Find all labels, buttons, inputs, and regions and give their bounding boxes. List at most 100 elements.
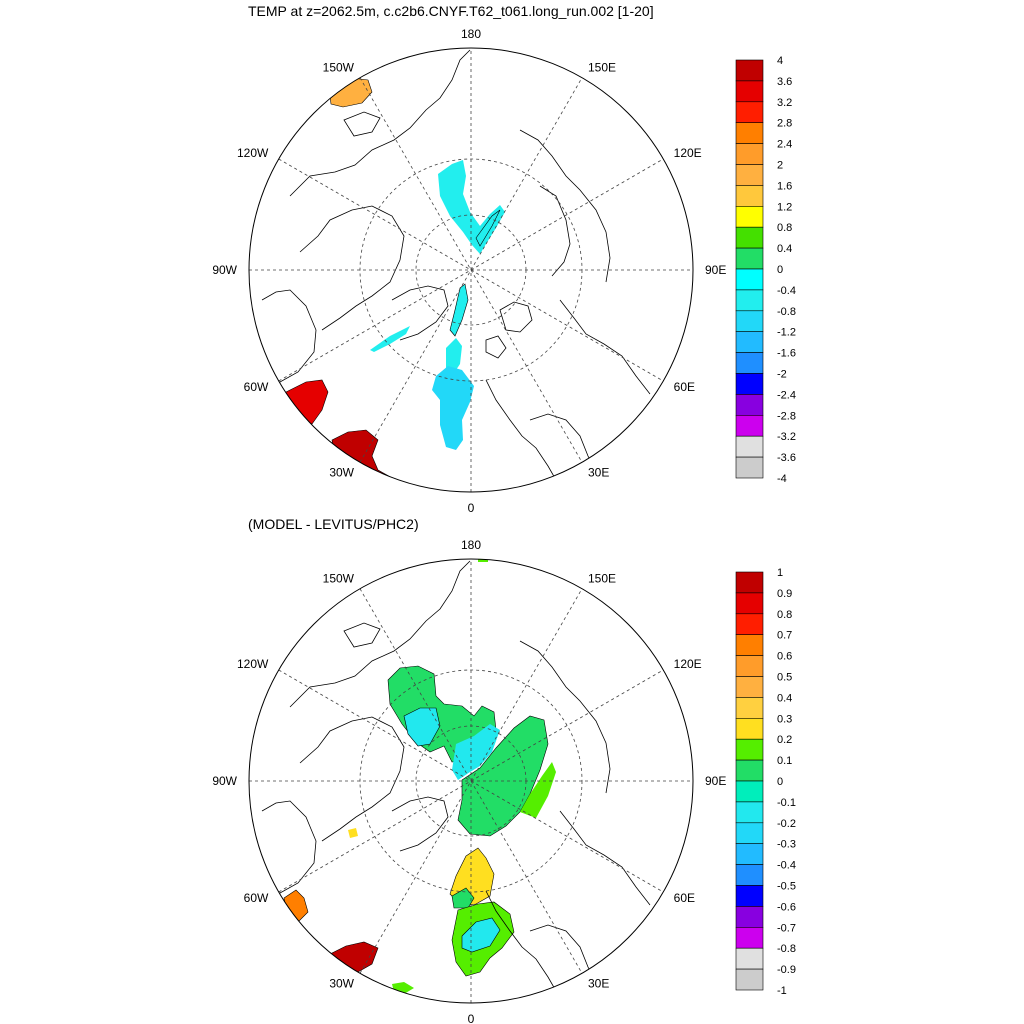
panel-1-map: 180 150E 120E 90E 60E 30E 0 30W 60W 90W 120W 150W: [212, 27, 726, 515]
colorbar-tick-label: -1.6: [777, 348, 796, 360]
colorbar-swatch: [735, 634, 764, 656]
longitude-label: 30W: [329, 466, 354, 480]
colorbar-tick-label: -3.6: [777, 452, 796, 464]
colorbar-swatch: [735, 759, 764, 782]
panel-2-title: (MODEL - LEVITUS/PHC2): [248, 516, 419, 532]
longitude-label: 150E: [588, 60, 616, 74]
longitude-label: 30E: [588, 466, 609, 480]
panel-2-colorbar: 1 0.9 0.8 0.7 0.6 0.5 0.4 0.3 0.2 0.1 0 -0.1 -0.2 -0.…: [735, 567, 796, 997]
colorbar-tick-label: 1: [777, 567, 783, 579]
longitude-label: 90W: [212, 263, 237, 277]
colorbar-swatch: [735, 122, 764, 144]
colorbar-tick-label: -0.8: [777, 943, 796, 955]
colorbar-tick-label: -0.1: [777, 797, 796, 809]
colorbar-swatch: [735, 571, 764, 594]
colorbar-swatch: [735, 310, 764, 332]
colorbar-tick-label: -1: [777, 985, 787, 997]
longitude-label: 30W: [329, 977, 354, 991]
p2-region-pole-top: [478, 559, 488, 562]
p1-region-bering-sea: [329, 77, 373, 108]
colorbar-tick-label: -0.7: [777, 922, 796, 934]
colorbar-swatch: [735, 164, 764, 186]
colorbar-tick-label: -0.8: [777, 306, 796, 318]
meridian-line: [359, 588, 583, 974]
longitude-label: 90E: [705, 774, 726, 788]
longitude-label: 120E: [674, 657, 702, 671]
colorbar-tick-label: 0.8: [777, 222, 792, 234]
panel-2-boundary: [248, 558, 694, 1004]
colorbar-swatch: [735, 822, 764, 844]
colorbar-swatch: [735, 780, 764, 803]
longitude-label: 120E: [674, 146, 702, 160]
p2-region-lomonosov: [452, 724, 500, 780]
p1-region-baffin-strip: [370, 326, 410, 352]
panel-1-meridians: [249, 48, 693, 492]
panel-2-meridians: [249, 559, 693, 1003]
colorbar-tick-label: 1.2: [777, 201, 792, 213]
panel-1-longitude-labels: 180 150E 120E 90E 60E 30E 0 30W 60W 90W 120W 150W: [212, 27, 726, 515]
colorbar-swatch: [735, 80, 764, 103]
colorbar-swatch: [735, 968, 764, 991]
colorbar-swatch: [735, 738, 764, 761]
colorbar-tick-label: 3.2: [777, 97, 792, 109]
colorbar-swatch: [735, 185, 764, 207]
colorbar-swatch: [735, 435, 764, 458]
longitude-label: 120W: [237, 657, 269, 671]
colorbar-tick-label: 0.7: [777, 630, 792, 642]
colorbar-swatch: [735, 101, 764, 124]
p1-region-makarov-ridge: [475, 209, 501, 247]
longitude-label: 0: [468, 1012, 475, 1024]
longitude-label: 180: [461, 27, 481, 41]
colorbar-swatch: [735, 864, 764, 886]
colorbar-swatch: [735, 143, 764, 165]
colorbar-swatch: [735, 906, 764, 928]
panel-2-longitude-labels: 180 150E 120E 90E 60E 30E 0 30W 60W 90W 120W 150W: [212, 538, 726, 1024]
colorbar-tick-label: 0.2: [777, 734, 792, 746]
colorbar-swatch: [735, 289, 764, 312]
longitude-label: 150W: [323, 60, 355, 74]
colorbar-swatch: [735, 352, 764, 374]
colorbar-tick-label: -2.4: [777, 389, 796, 401]
p2-region-fram-core: [451, 887, 475, 909]
colorbar-swatch: [735, 59, 764, 82]
longitude-label: 0: [468, 501, 475, 515]
panel-1: TEMP at z=2062.5m, c.c2b6.CNYF.T62_t061.…: [212, 3, 796, 515]
colorbar-tick-label: 0.4: [777, 243, 792, 255]
colorbar-tick-label: -3.2: [777, 431, 796, 443]
panel-2-shading: [283, 559, 556, 994]
longitude-label: 60E: [674, 380, 695, 394]
colorbar-swatch: [735, 456, 764, 479]
colorbar-swatch: [735, 206, 764, 228]
longitude-label: 60W: [244, 380, 269, 394]
colorbar-tick-label: 0.5: [777, 672, 792, 684]
colorbar-tick-label: -1.2: [777, 327, 796, 339]
p2-region-barents-edge: [520, 762, 556, 818]
colorbar-swatch: [735, 697, 764, 719]
p1-region-lomonosov-ridge: [449, 283, 469, 337]
colorbar-swatch: [735, 947, 764, 970]
p1-region-eurasian-basin: [446, 338, 462, 376]
colorbar-tick-label: 0.9: [777, 588, 792, 600]
p2-region-north-atlantic: [329, 941, 379, 973]
panel-1-title: TEMP at z=2062.5m, c.c2b6.CNYF.T62_t061.…: [248, 3, 654, 19]
colorbar-tick-label: 2.8: [777, 118, 792, 130]
panel-2-map: 180 150E 120E 90E 60E 30E 0 30W 60W 90W 120W 150W: [212, 538, 726, 1024]
longitude-label: 150E: [588, 571, 616, 585]
colorbar-swatch: [735, 885, 764, 907]
longitude-label: 150W: [323, 571, 355, 585]
colorbar-tick-label: 3.6: [777, 76, 792, 88]
colorbar-tick-label: 0.3: [777, 713, 792, 725]
colorbar-swatch: [735, 613, 764, 635]
colorbar-tick-label: -0.6: [777, 901, 796, 913]
meridian-line: [359, 77, 583, 463]
longitude-label: 90W: [212, 774, 237, 788]
colorbar-tick-label: -0.9: [777, 964, 796, 976]
colorbar-tick-label: 0.6: [777, 651, 792, 663]
colorbar-swatch: [735, 592, 764, 615]
colorbar-tick-label: 0: [777, 776, 783, 788]
colorbar-tick-label: -0.2: [777, 818, 796, 830]
colorbar-swatch: [735, 414, 764, 437]
colorbar-tick-label: -0.4: [777, 860, 796, 872]
colorbar-swatch: [735, 247, 764, 270]
